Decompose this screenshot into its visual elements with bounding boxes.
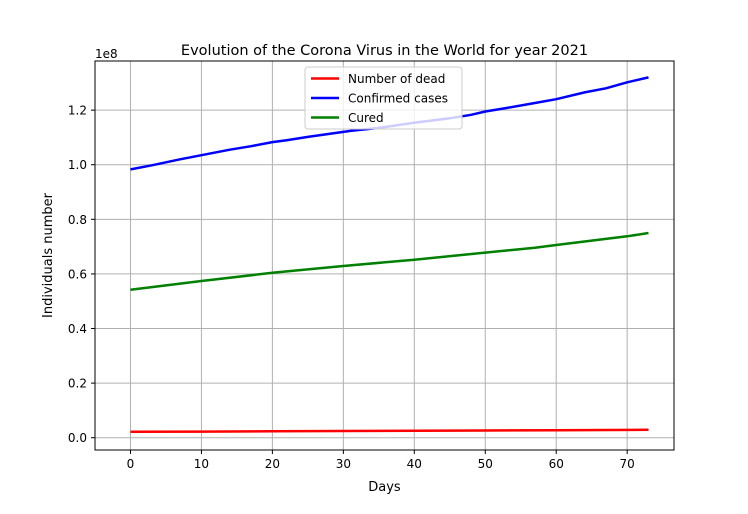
x-tick-label: 60	[549, 457, 564, 471]
chart-title: Evolution of the Corona Virus in the Wor…	[181, 43, 588, 59]
y-tick-label: 1.0	[68, 158, 87, 172]
x-tick-label: 0	[127, 457, 135, 471]
x-tick-label: 20	[265, 457, 280, 471]
series-line-0	[130, 428, 649, 434]
grid-lines	[95, 61, 674, 450]
y-tick-label: 0.2	[68, 377, 87, 391]
axis-ticks: 0 10 20 30 40 50 60 70 0.0 0.2 0.4 0.6 0.8 1.0 1.2	[68, 104, 635, 471]
y-tick-label: 0.6	[68, 267, 87, 281]
x-tick-label: 30	[336, 457, 351, 471]
legend-box	[304, 66, 463, 130]
legend-label-0: Number of dead	[348, 72, 445, 86]
series-line-2	[130, 231, 649, 292]
x-tick-label: 70	[620, 457, 635, 471]
y-tick-label: 0.0	[68, 431, 87, 445]
y-axis-label: Individuals number	[41, 192, 56, 318]
legend-label-1: Confirmed cases	[348, 92, 448, 106]
y-tick-label: 0.8	[68, 213, 87, 227]
x-tick-label: 40	[407, 457, 422, 471]
x-tick-label: 10	[194, 457, 209, 471]
y-axis-offset-label: 1e8	[95, 47, 118, 61]
x-tick-label: 50	[478, 457, 493, 471]
legend-label-2: Cured	[348, 111, 384, 125]
y-tick-label: 1.2	[68, 104, 87, 118]
legend: Number of dead Confirmed cases Cured	[304, 66, 463, 130]
y-tick-label: 0.4	[68, 322, 87, 336]
x-axis-label: Days	[368, 480, 401, 495]
plot-frame	[94, 60, 675, 451]
series-lines	[130, 76, 649, 434]
